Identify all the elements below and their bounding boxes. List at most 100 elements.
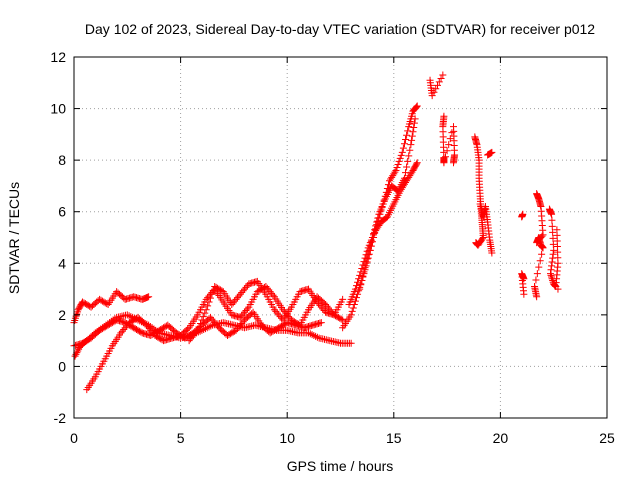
data-point: [128, 317, 136, 325]
data-point: [339, 295, 347, 303]
data-point: [405, 152, 413, 160]
data-point: [270, 326, 278, 334]
data-point: [272, 325, 280, 333]
data-point: [255, 287, 263, 295]
series-pass-g: [345, 159, 421, 309]
data-point: [130, 324, 138, 332]
data-point: [117, 329, 125, 337]
data-point: [150, 330, 158, 338]
data-point: [236, 313, 244, 321]
data-point: [549, 234, 557, 242]
data-point: [241, 285, 249, 293]
data-point: [395, 157, 403, 165]
data-point: [104, 321, 112, 329]
data-point: [80, 299, 88, 307]
data-point: [276, 313, 284, 321]
data-point: [312, 332, 320, 340]
data-point: [235, 323, 243, 331]
y-tick-label: 0: [58, 358, 66, 374]
data-point: [232, 326, 240, 334]
y-tick-label: 8: [58, 152, 66, 168]
data-point: [205, 323, 213, 331]
data-point: [445, 141, 453, 149]
data-point: [336, 314, 344, 322]
data-point: [243, 305, 251, 313]
y-tick-label: 2: [58, 307, 66, 323]
data-point: [194, 326, 202, 334]
data-point: [394, 160, 402, 168]
data-point: [84, 336, 92, 344]
data-point: [413, 160, 421, 168]
data-point: [411, 115, 419, 123]
data-point: [101, 323, 109, 331]
data-point: [145, 293, 153, 301]
data-point: [371, 226, 379, 234]
data-point: [204, 302, 212, 310]
data-point: [266, 329, 274, 337]
data-point: [306, 330, 314, 338]
data-point: [488, 249, 496, 257]
data-point: [74, 347, 82, 355]
series-pass-h: [356, 115, 419, 293]
data-point: [189, 331, 197, 339]
data-point: [408, 132, 416, 140]
data-point: [231, 297, 239, 305]
data-point: [127, 322, 135, 330]
data-point: [443, 147, 451, 155]
data-point: [361, 264, 369, 272]
data-point: [372, 222, 380, 230]
data-point: [248, 310, 256, 318]
data-point: [391, 168, 399, 176]
data-point: [238, 319, 246, 327]
data-point: [134, 326, 142, 334]
data-point: [449, 159, 457, 167]
data-point: [439, 71, 447, 79]
data-point: [209, 286, 217, 294]
data-point: [98, 325, 106, 333]
data-point: [79, 339, 87, 347]
data-point: [536, 257, 544, 265]
data-point: [145, 325, 153, 333]
x-tick-label: 0: [70, 430, 78, 446]
data-point: [228, 301, 236, 309]
data-point: [365, 246, 373, 254]
data-point: [151, 329, 159, 337]
data-point: [334, 313, 342, 321]
data-point: [435, 78, 443, 86]
data-point: [175, 331, 183, 339]
y-tick-label: 10: [50, 101, 66, 117]
data-point: [360, 268, 368, 276]
data-point: [333, 313, 341, 321]
data-point: [141, 320, 149, 328]
y-tick-label: -2: [54, 410, 67, 426]
data-point: [317, 319, 325, 327]
data-point: [191, 330, 199, 338]
data-point: [196, 319, 204, 327]
data-point: [81, 338, 89, 346]
data-point: [406, 146, 414, 154]
data-point: [96, 326, 104, 334]
data-point: [242, 307, 250, 315]
data-point: [71, 352, 79, 360]
chart-title: Day 102 of 2023, Sidereal Day-to-day VTE…: [85, 21, 595, 37]
data-point: [442, 153, 450, 161]
data-point: [355, 287, 363, 295]
data-point: [548, 262, 556, 270]
data-point: [269, 327, 277, 335]
data-point: [547, 271, 555, 279]
data-point: [202, 306, 210, 314]
data-point: [239, 310, 247, 318]
x-tick-label: 15: [386, 430, 402, 446]
data-point: [270, 306, 278, 314]
data-point: [172, 329, 180, 337]
data-point: [192, 328, 200, 336]
data-point: [404, 157, 412, 165]
data-point: [533, 270, 541, 278]
data-point: [367, 238, 375, 246]
data-point: [446, 135, 454, 143]
data-point: [337, 315, 345, 323]
data-point: [356, 285, 364, 293]
data-point: [103, 300, 111, 308]
data-point: [313, 333, 321, 341]
data-point: [229, 328, 237, 336]
